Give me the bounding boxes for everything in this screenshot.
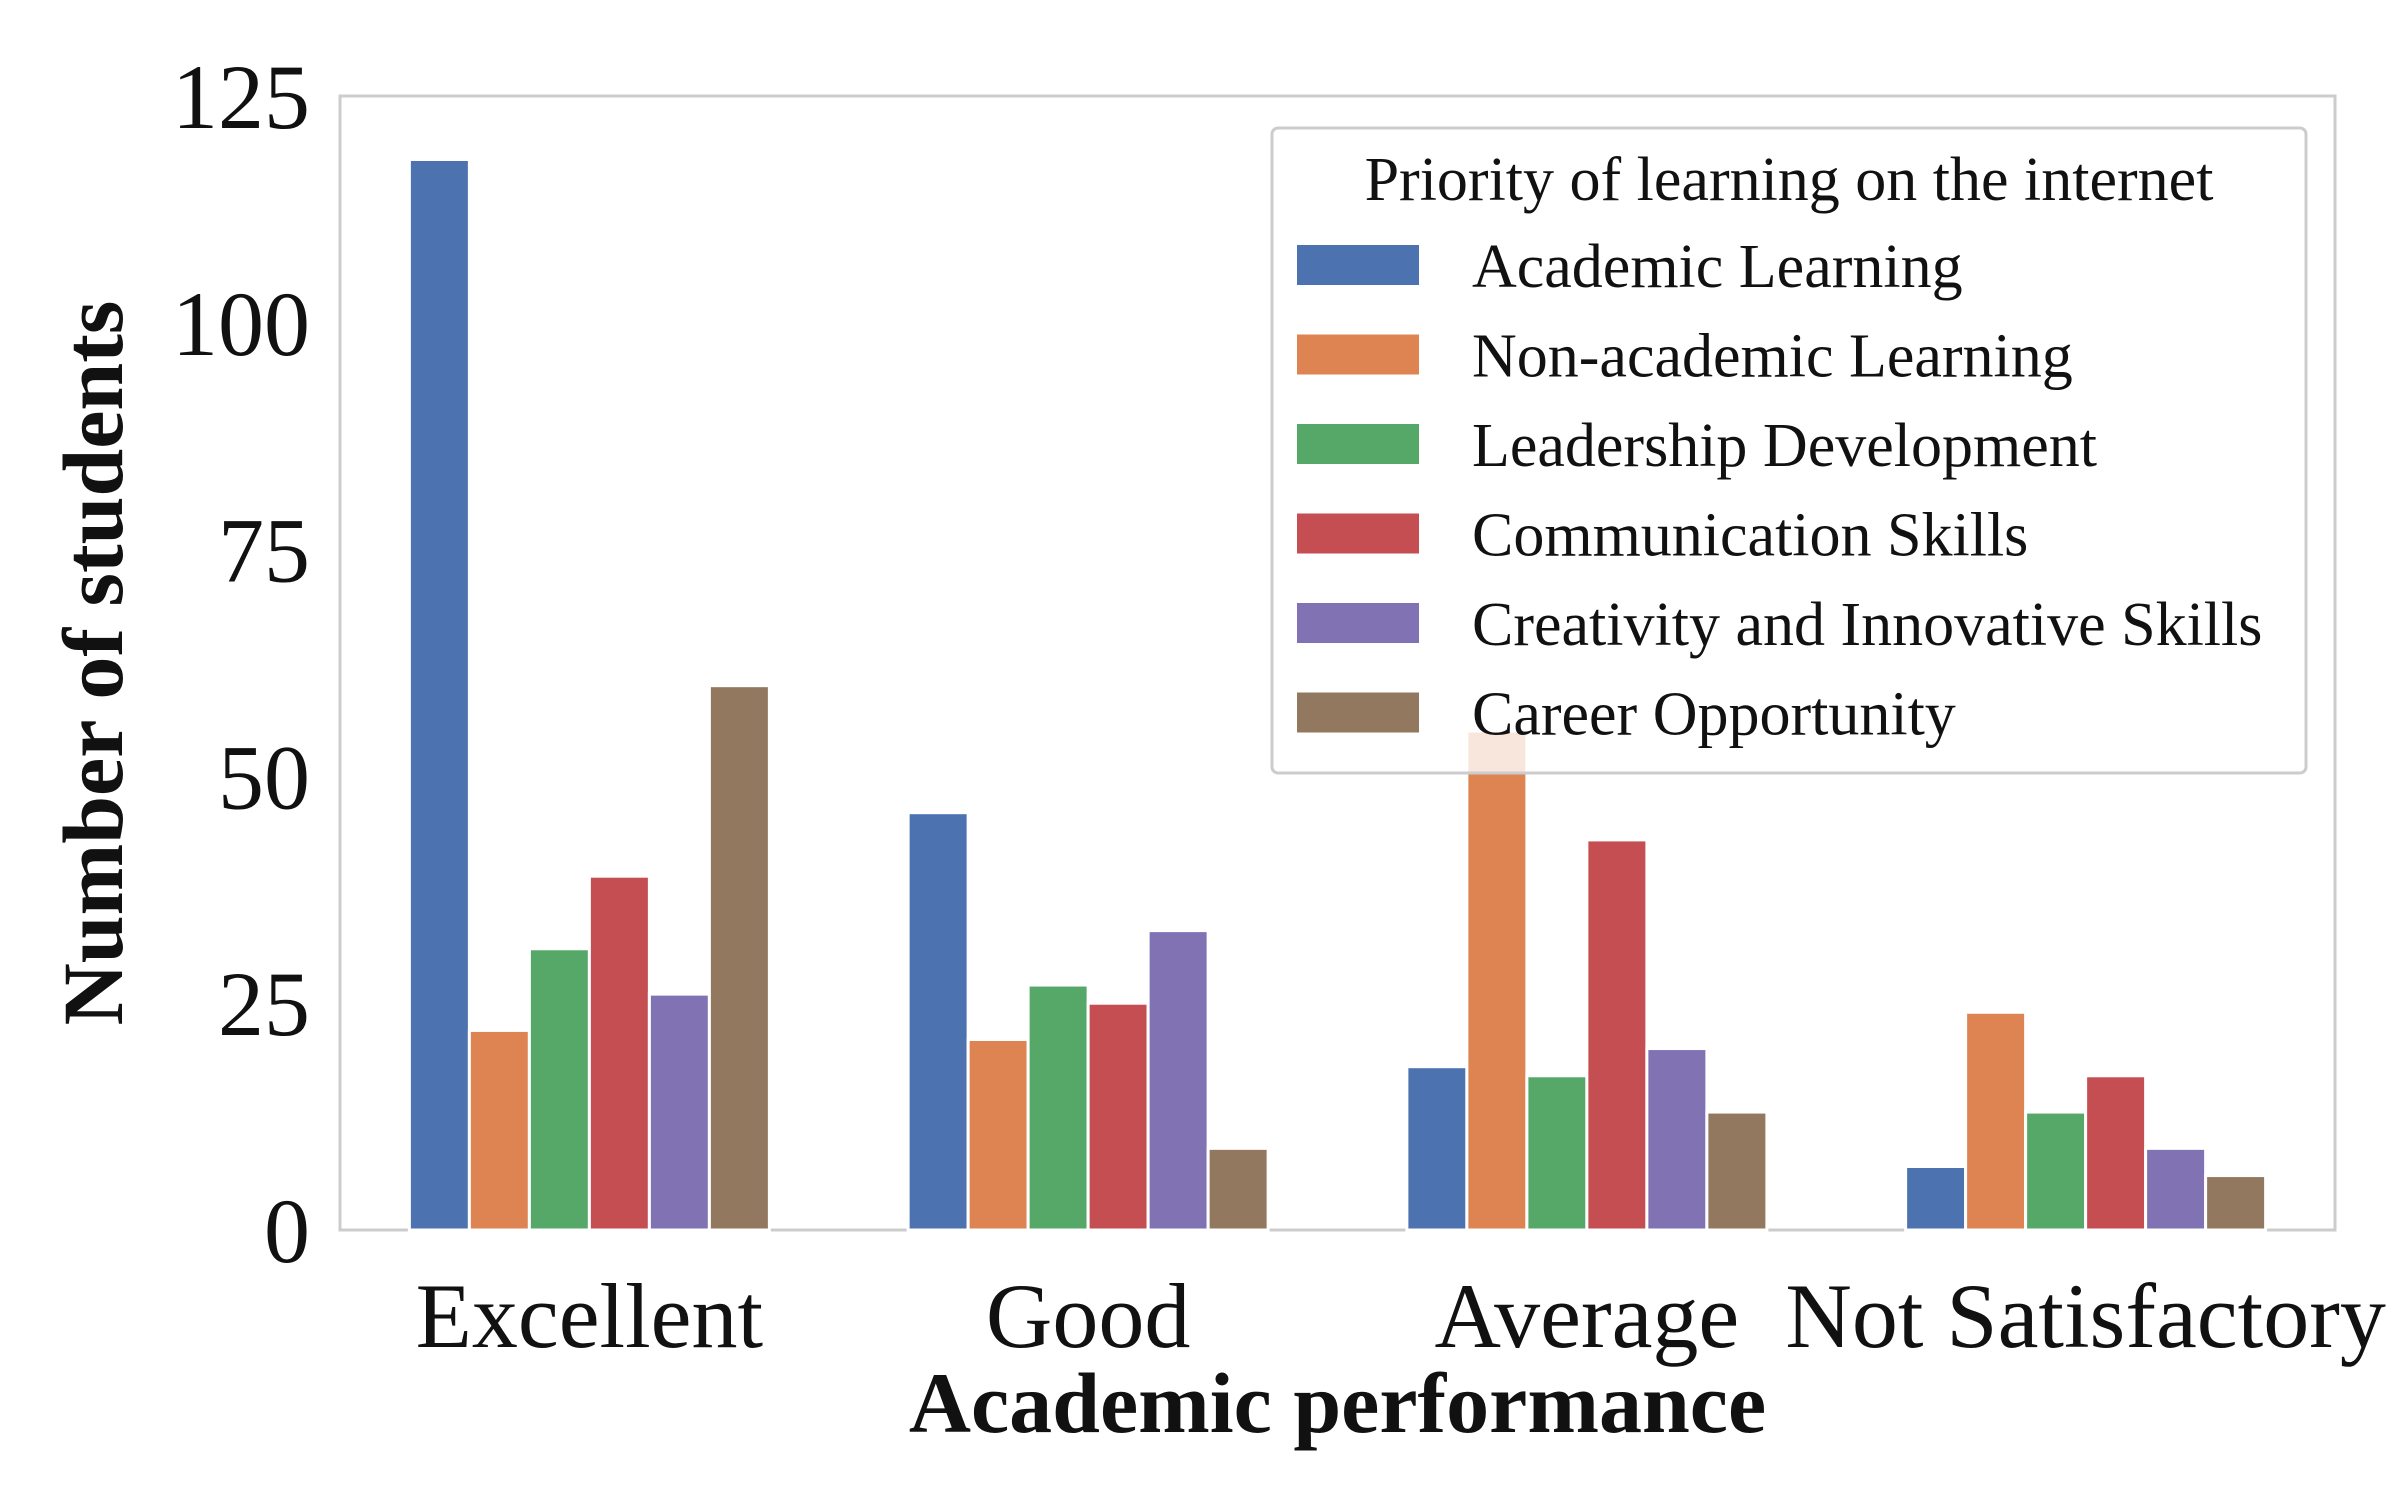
- legend-items: Academic Learning Non-academic Learning Le…: [1297, 233, 2262, 749]
- bar-communication-skills-average: [1585, 838, 1649, 1232]
- bar-non-academic-learning-average: [1465, 729, 1529, 1232]
- bar-communication-skills-excellent: [587, 874, 651, 1232]
- bar-career-opportunity-excellent: [707, 684, 771, 1232]
- legend-swatch: [1297, 603, 1419, 643]
- legend-swatch: [1297, 245, 1419, 285]
- bar-leadership-development-average: [1525, 1074, 1589, 1232]
- legend: Priority of learning on the internet Aca…: [1270, 126, 2308, 775]
- y-tick-label: 50: [218, 726, 310, 828]
- bar-non-academic-learning-excellent: [467, 1028, 531, 1232]
- bar-leadership-development-excellent: [527, 947, 591, 1232]
- y-tick-label: 75: [218, 500, 310, 602]
- x-tick-label: Excellent: [416, 1265, 764, 1367]
- legend-label: Non-academic Learning: [1472, 323, 2073, 391]
- x-axis-title: Academic performance: [909, 1355, 1766, 1451]
- y-axis-title: Number of students: [45, 301, 141, 1026]
- bar-career-opportunity-good: [1206, 1146, 1270, 1232]
- bar-creativity-and-innovative-skills-not-satisfactory: [2144, 1146, 2208, 1232]
- bar-creativity-and-innovative-skills-average: [1645, 1047, 1709, 1232]
- legend-label: Leadership Development: [1472, 412, 2097, 480]
- bar-academic-learning-excellent: [407, 158, 471, 1232]
- legend-label: Communication Skills: [1472, 502, 2028, 570]
- legend-label: Career Opportunity: [1472, 681, 1956, 749]
- bar-academic-learning-good: [906, 811, 970, 1232]
- bar-academic-learning-not-satisfactory: [1904, 1164, 1968, 1232]
- legend-label: Creativity and Innovative Skills: [1472, 591, 2262, 659]
- legend-label: Academic Learning: [1472, 233, 1963, 301]
- bar-creativity-and-innovative-skills-good: [1146, 929, 1210, 1232]
- x-tick-label: Average: [1435, 1265, 1740, 1367]
- x-tick-label: Not Satisfactory: [1785, 1265, 2385, 1367]
- bar-academic-learning-average: [1405, 1065, 1469, 1232]
- bar-creativity-and-innovative-skills-excellent: [647, 992, 711, 1232]
- legend-title: Priority of learning on the internet: [1365, 146, 2214, 214]
- x-tick-labels: Excellent Good Average Not Satisfactory: [416, 1265, 2386, 1367]
- legend-swatch: [1297, 692, 1419, 733]
- bar-non-academic-learning-not-satisfactory: [1964, 1010, 2028, 1232]
- y-tick-labels: 0 25 50 75 100 125: [172, 46, 310, 1282]
- legend-box: [1270, 126, 2308, 775]
- y-tick-label: 25: [218, 953, 310, 1055]
- bar-leadership-development-not-satisfactory: [2024, 1110, 2088, 1232]
- legend-swatch: [1297, 424, 1419, 464]
- legend-swatch: [1297, 513, 1419, 554]
- bar-communication-skills-not-satisfactory: [2084, 1074, 2148, 1232]
- bar-career-opportunity-not-satisfactory: [2204, 1174, 2268, 1232]
- x-tick-label: Good: [986, 1265, 1190, 1367]
- bar-non-academic-learning-good: [966, 1037, 1030, 1232]
- bar-communication-skills-good: [1086, 1001, 1150, 1232]
- bar-leadership-development-good: [1026, 983, 1090, 1232]
- bars-group: [407, 158, 2268, 1232]
- y-tick-label: 0: [264, 1180, 310, 1282]
- bar-career-opportunity-average: [1705, 1110, 1769, 1232]
- y-tick-label: 100: [172, 273, 310, 375]
- y-tick-label: 125: [172, 46, 310, 148]
- legend-swatch: [1297, 334, 1419, 375]
